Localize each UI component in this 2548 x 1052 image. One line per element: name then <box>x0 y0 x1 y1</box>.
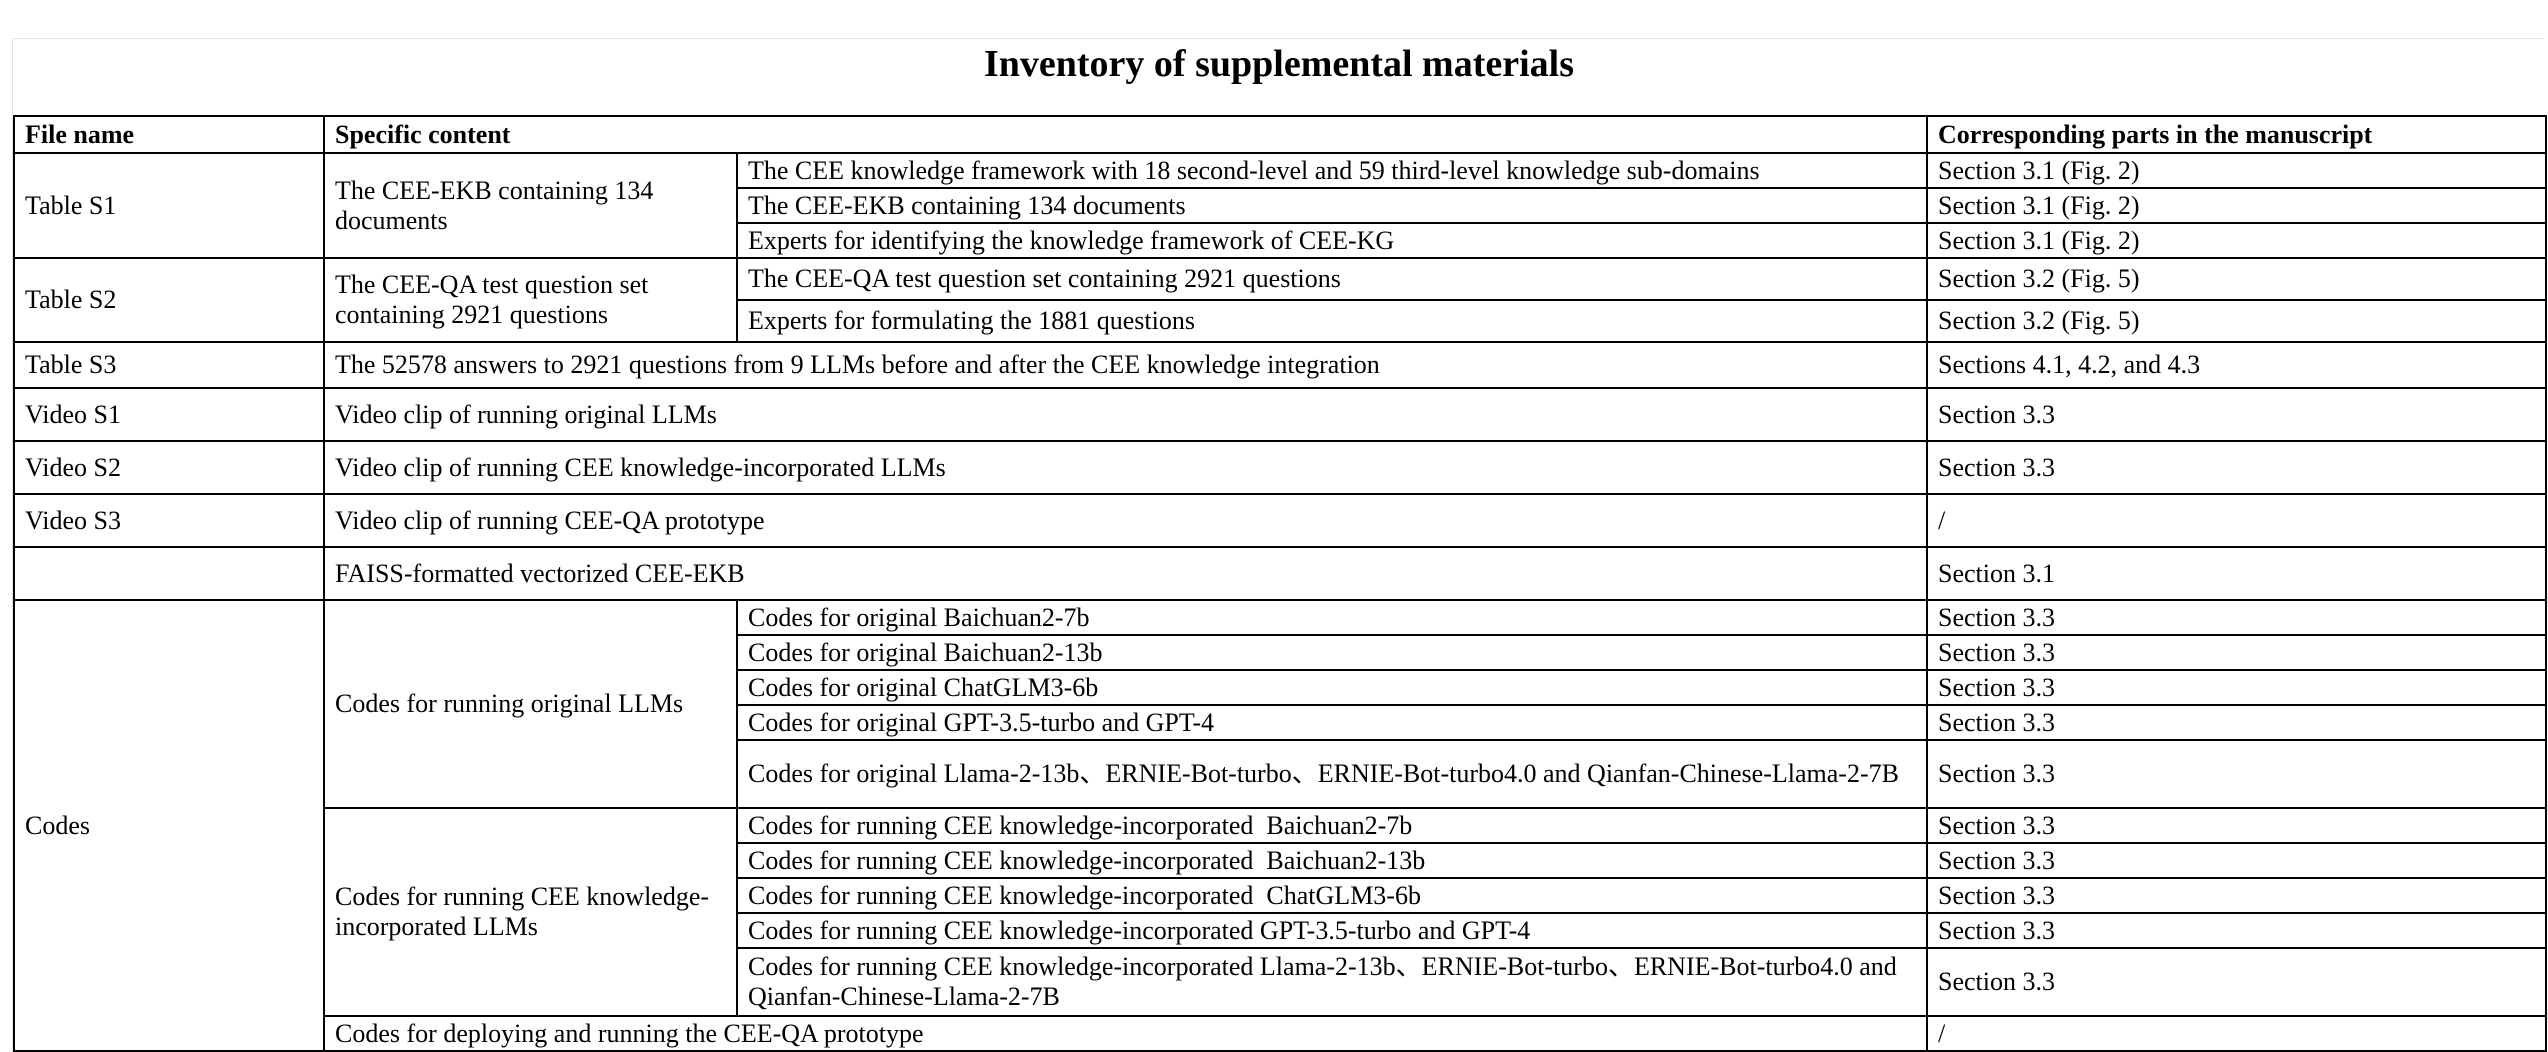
part-cell: Section 3.3 <box>1926 739 2547 809</box>
table-row: Codes for running CEE knowledge-incorpor… <box>14 807 2547 1017</box>
file-name-cell: Table S3 <box>13 341 325 389</box>
detail-cell: Codes for running CEE knowledge-incorpor… <box>736 877 1928 914</box>
file-name-cell <box>13 546 325 601</box>
part-cell: Section 3.2 (Fig. 5) <box>1926 299 2547 343</box>
table-row: Codes for original ChatGLM3-6b Section 3… <box>14 669 2547 706</box>
file-name-cell: Table S2 <box>13 257 325 343</box>
table-row: Codes for running CEE knowledge-incorpor… <box>14 912 2547 949</box>
table-row: Codes for running CEE knowledge-incorpor… <box>14 877 2547 914</box>
detail-cell: Codes for running CEE knowledge-incorpor… <box>736 807 1928 844</box>
detail-cell: Codes for original Baichuan2-7b <box>736 599 1928 636</box>
table-row: Experts for formulating the 1881 questio… <box>14 299 2547 343</box>
detail-cell: Codes for original ChatGLM3-6b <box>736 669 1928 706</box>
table-row: Video S2 Video clip of running CEE knowl… <box>13 440 2547 495</box>
part-cell: Section 3.1 (Fig. 2) <box>1926 222 2547 259</box>
header-row: File name Specific content Corresponding… <box>13 115 2547 154</box>
part-cell: Section 3.3 <box>1926 634 2547 671</box>
detail-cell: The CEE-QA test question set containing … <box>736 257 1928 301</box>
detail-cell: Codes for running CEE knowledge-incorpor… <box>736 842 1928 879</box>
table-row: Codes for original Baichuan2-13b Section… <box>14 634 2547 671</box>
table-row: Codes for deploying and running the CEE-… <box>14 1015 2547 1052</box>
table-row: Codes Codes for running original LLMs Co… <box>13 599 2547 1052</box>
detail-cell: Codes for original Baichuan2-13b <box>736 634 1928 671</box>
part-cell: Section 3.3 <box>1926 807 2547 844</box>
detail-cell: Experts for identifying the knowledge fr… <box>736 222 1928 259</box>
part-cell: Section 3.3 <box>1926 387 2547 442</box>
file-name-cell: Video S2 <box>13 440 325 495</box>
content-cell: Codes for running original LLMs <box>323 599 738 809</box>
part-cell: Section 3.3 <box>1926 947 2547 1017</box>
content-cell: Video clip of running CEE-QA prototype <box>323 493 1928 548</box>
content-cell: The CEE-EKB containing 134 documents <box>323 152 738 259</box>
content-cell: Video clip of running CEE knowledge-inco… <box>323 440 1928 495</box>
header-specific-content: Specific content <box>323 115 1928 154</box>
table-row: Table S1 The CEE-EKB containing 134 docu… <box>13 152 2547 259</box>
part-cell: Section 3.3 <box>1926 912 2547 949</box>
part-cell: Section 3.3 <box>1926 669 2547 706</box>
content-cell: Video clip of running original LLMs <box>323 387 1928 442</box>
detail-cell: Codes for original GPT-3.5-turbo and GPT… <box>736 704 1928 741</box>
table-row: Video S3 Video clip of running CEE-QA pr… <box>13 493 2547 548</box>
table-row: Experts for identifying the knowledge fr… <box>14 222 2547 259</box>
file-name-cell: Video S1 <box>13 387 325 442</box>
header-file-name: File name <box>13 115 325 154</box>
content-cell: The CEE-QA test question set containing … <box>323 257 738 343</box>
detail-cell: The CEE-EKB containing 134 documents <box>736 187 1928 224</box>
detail-cell: Codes for running CEE knowledge-incorpor… <box>736 912 1928 949</box>
part-cell: Section 3.3 <box>1926 877 2547 914</box>
table-row: FAISS-formatted vectorized CEE-EKB Secti… <box>13 546 2547 601</box>
table-row: Table S2 The CEE-QA test question set co… <box>13 257 2547 343</box>
detail-cell: Codes for running CEE knowledge-incorpor… <box>736 947 1928 1017</box>
part-cell: Section 3.1 (Fig. 2) <box>1926 152 2547 189</box>
part-cell: Section 3.3 <box>1926 704 2547 741</box>
table-row: Codes for running CEE knowledge-incorpor… <box>14 842 2547 879</box>
table-row: Codes for original Llama-2-13b、ERNIE-Bot… <box>14 739 2547 809</box>
part-cell: Section 3.3 <box>1926 599 2547 636</box>
file-name-cell: Table S1 <box>13 152 325 259</box>
file-name-cell: Codes <box>13 599 325 1052</box>
inventory-table: File name Specific content Corresponding… <box>13 115 2547 1052</box>
content-cell: Codes for deploying and running the CEE-… <box>323 1015 1928 1052</box>
table-row: Video S1 Video clip of running original … <box>13 387 2547 442</box>
part-cell: Section 3.1 (Fig. 2) <box>1926 187 2547 224</box>
detail-cell: The CEE knowledge framework with 18 seco… <box>736 152 1928 189</box>
table-row: Codes for running CEE knowledge-incorpor… <box>14 947 2547 1017</box>
header-corresponding-parts: Corresponding parts in the manuscript <box>1926 115 2547 154</box>
content-cell: Codes for running CEE knowledge-incorpor… <box>323 807 738 1017</box>
table-row: Codes for original GPT-3.5-turbo and GPT… <box>14 704 2547 741</box>
content-cell: The 52578 answers to 2921 questions from… <box>323 341 1928 389</box>
part-cell: Section 3.1 <box>1926 546 2547 601</box>
content-cell: FAISS-formatted vectorized CEE-EKB <box>323 546 1928 601</box>
part-cell: Sections 4.1, 4.2, and 4.3 <box>1926 341 2547 389</box>
inventory-document: Inventory of supplemental materials File… <box>12 38 2547 1052</box>
detail-cell: Experts for formulating the 1881 questio… <box>736 299 1928 343</box>
file-name-cell: Video S3 <box>13 493 325 548</box>
part-cell: Section 3.3 <box>1926 440 2547 495</box>
part-cell: Section 3.2 (Fig. 5) <box>1926 257 2547 301</box>
part-cell: / <box>1926 493 2547 548</box>
table-row: The CEE-EKB containing 134 documents Sec… <box>14 187 2547 224</box>
part-cell: / <box>1926 1015 2547 1052</box>
part-cell: Section 3.3 <box>1926 842 2547 879</box>
table-row: Table S3 The 52578 answers to 2921 quest… <box>13 341 2547 389</box>
detail-cell: Codes for original Llama-2-13b、ERNIE-Bot… <box>736 739 1928 809</box>
document-title: Inventory of supplemental materials <box>983 43 1575 85</box>
